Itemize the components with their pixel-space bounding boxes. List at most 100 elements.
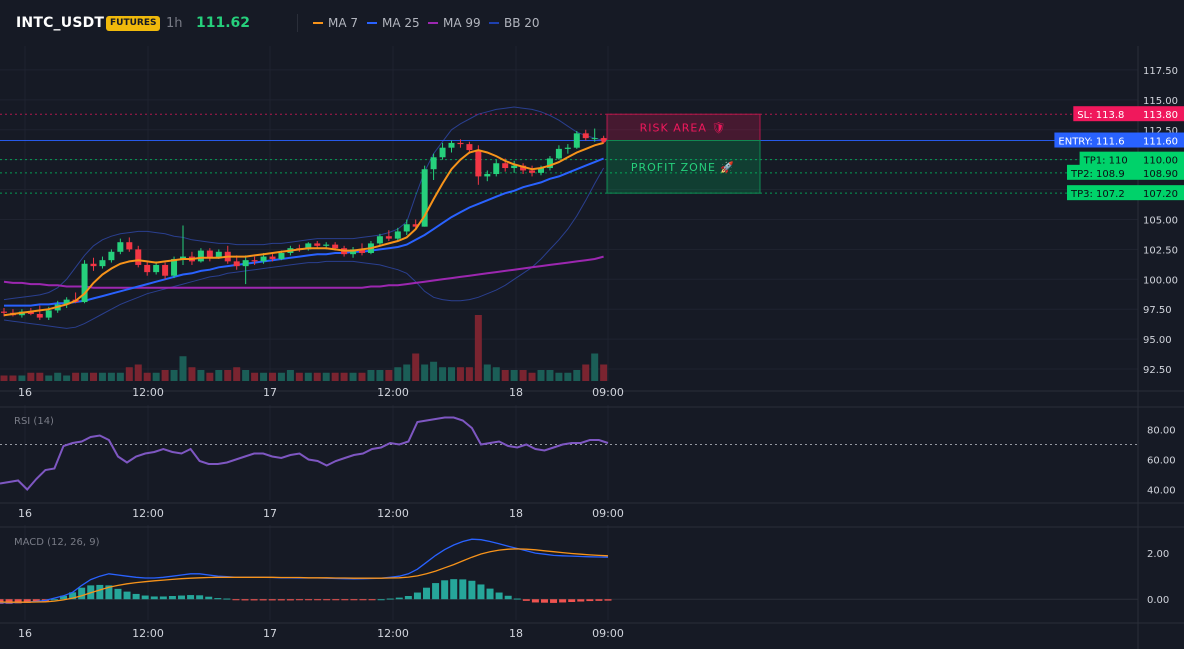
legend-ma25[interactable]: MA 25 <box>367 16 420 30</box>
time-axis-tick: 12:00 <box>132 627 164 640</box>
legend-bb20-swatch <box>489 22 499 24</box>
candle-body <box>412 224 419 227</box>
volume-bar <box>179 356 187 381</box>
macd-histogram-bar <box>232 599 240 601</box>
level-price-tag <box>1138 151 1184 167</box>
candle-body <box>511 165 518 169</box>
price-axis-tick: 102.50 <box>1143 245 1178 256</box>
time-axis-tick: 12:00 <box>377 627 409 640</box>
macd-histogram-bar <box>159 596 167 600</box>
price-axis-tick: 112.50 <box>1143 126 1178 137</box>
volume-bar <box>107 372 115 381</box>
volume-bar <box>224 370 232 381</box>
candle-body <box>242 260 249 267</box>
macd-histogram-bar <box>413 592 421 600</box>
candle-body <box>144 264 151 273</box>
price-axis-tick: 95.00 <box>1143 335 1172 346</box>
macd-histogram-bar <box>323 599 331 601</box>
macd-histogram-bar <box>214 598 222 600</box>
grid-lines <box>0 46 1138 620</box>
candle-body <box>394 231 401 239</box>
level-price-text: 108.90 <box>1143 169 1178 180</box>
legend-ma7[interactable]: MA 7 <box>313 16 358 30</box>
candle-body <box>171 258 178 276</box>
macd-histogram-bar <box>105 585 113 600</box>
candle-body <box>564 147 571 149</box>
legend-ma99[interactable]: MA 99 <box>428 16 481 30</box>
candle-body <box>484 174 491 177</box>
macd-histogram-bar <box>341 599 349 601</box>
macd-histogram-bar <box>150 596 158 600</box>
volume-bar <box>376 370 384 381</box>
time-axis-tick: 18 <box>509 386 523 399</box>
bb-upper-line <box>3 106 604 301</box>
price-axis-tick: 105.00 <box>1143 215 1178 226</box>
macd-histogram-bar <box>141 595 149 600</box>
legend-ma25-swatch <box>367 22 377 24</box>
volume-bar <box>403 364 411 381</box>
price-axis-tick: 100.00 <box>1143 275 1178 286</box>
level-price-text: 110.00 <box>1143 156 1178 167</box>
volume-bar <box>340 372 348 381</box>
macd-histogram-bar <box>504 595 512 600</box>
volume-bar <box>98 372 106 381</box>
volume-bar <box>170 370 178 381</box>
time-axis-tick: 12:00 <box>132 507 164 520</box>
candle-body <box>332 244 339 249</box>
volume-bar <box>18 375 26 381</box>
macd-histogram-bar <box>268 599 276 601</box>
macd-histogram-bar <box>50 599 58 601</box>
candle-body <box>546 158 553 169</box>
macd-histogram-bar <box>286 599 294 601</box>
rsi-line <box>0 416 609 491</box>
candle-body <box>385 236 392 239</box>
macd-histogram-bar <box>241 599 249 601</box>
candle-body <box>538 168 544 173</box>
candle-body <box>582 133 589 139</box>
macd-histogram-bar <box>404 596 412 600</box>
time-axis-tick: 09:00 <box>592 507 624 520</box>
level-tag-tp <box>1079 151 1138 167</box>
level-price-text: 113.80 <box>1143 110 1178 121</box>
candle-body <box>502 163 509 169</box>
candle-body <box>197 250 204 262</box>
candle-body <box>305 243 312 250</box>
volume-bar <box>573 370 581 381</box>
macd-histogram-bar <box>477 584 485 600</box>
macd-histogram-bar <box>205 596 213 600</box>
volume-bar <box>54 372 62 381</box>
candle-body <box>215 251 222 258</box>
legend-bb20[interactable]: BB 20 <box>489 16 540 30</box>
candle-body <box>278 252 285 259</box>
volume-bar <box>45 375 53 381</box>
ma7-line <box>3 141 604 317</box>
volume-bar <box>448 367 455 381</box>
volume-bar <box>260 372 268 381</box>
candle-body <box>350 249 357 255</box>
level-tag-sl <box>1073 106 1138 122</box>
level-tag-label: ENTRY: 111.6 <box>1058 137 1124 148</box>
candle-body <box>135 249 142 265</box>
risk-area-label: RISK AREA 🛡 <box>640 121 727 134</box>
bb-lower-line <box>3 167 605 329</box>
level-tag-label: TP1: 110 <box>1083 156 1128 167</box>
macd-histogram-bar <box>377 599 385 601</box>
volume-bar <box>430 361 438 381</box>
timeframe-selector[interactable]: 1h <box>166 16 183 31</box>
legend-bb20-label: BB 20 <box>504 16 540 30</box>
candle-body <box>233 261 240 267</box>
risk-area-zone <box>606 113 761 142</box>
macd-histogram-bar <box>468 580 476 600</box>
candle-body <box>81 263 88 303</box>
candle-body <box>591 138 598 140</box>
symbol-name[interactable]: INTC_USDT <box>16 15 105 31</box>
volume-bar <box>492 367 500 381</box>
candle-body <box>475 150 482 177</box>
volume-bar <box>304 372 312 381</box>
macd-histogram-bar <box>69 592 77 600</box>
volume-bar <box>9 375 17 381</box>
candle-body <box>573 133 580 148</box>
volume-bar <box>474 315 482 381</box>
macd-histogram-bar <box>386 598 394 600</box>
